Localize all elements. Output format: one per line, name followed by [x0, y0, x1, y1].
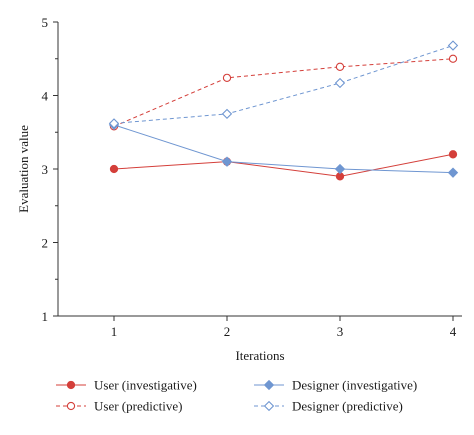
data-point: [335, 62, 345, 71]
legend-label: Designer (investigative): [292, 378, 417, 393]
data-point: [108, 118, 120, 129]
y-tick-label: 3: [42, 162, 49, 177]
x-axis-title: Iterations: [235, 348, 284, 363]
x-tick-label: 3: [337, 324, 344, 339]
series-4: [108, 40, 459, 129]
data-point: [221, 156, 233, 167]
data-point: [334, 77, 346, 89]
series-line: [113, 58, 454, 127]
legend-label: User (investigative): [94, 378, 197, 393]
y-axis-title: Evaluation value: [16, 125, 31, 213]
data-point: [447, 40, 459, 51]
legend-label: Designer (predictive): [292, 399, 403, 414]
series-line: [113, 153, 454, 177]
y-ticks: 1 2 3 4 5: [42, 15, 58, 324]
series-line: [113, 124, 454, 174]
legend-label: User (predictive): [94, 399, 182, 414]
series: [108, 40, 459, 181]
data-point: [222, 73, 232, 83]
data-point: [221, 108, 233, 120]
legend-item: Designer (investigative): [254, 378, 417, 393]
y-tick-label: 1: [42, 309, 49, 324]
data-point: [447, 167, 459, 178]
legend-item: User (investigative): [56, 378, 197, 393]
series-2: [109, 54, 458, 131]
data-point: [448, 54, 458, 63]
data-point: [109, 164, 119, 174]
legend-swatch-marker: [66, 401, 76, 411]
y-tick-label: 5: [42, 15, 49, 30]
series-line: [113, 45, 454, 124]
legend: User (investigative) User (predictive) Des…: [56, 378, 417, 414]
data-point: [448, 150, 458, 159]
x-tick-label: 1: [111, 324, 118, 339]
legend-swatch-marker: [263, 400, 275, 412]
y-tick-label: 4: [42, 89, 49, 104]
data-point: [334, 163, 346, 175]
x-ticks: 1 2 3 4: [111, 316, 457, 339]
x-tick-label: 4: [450, 324, 457, 339]
legend-swatch-marker: [66, 380, 76, 390]
y-tick-label: 2: [42, 236, 49, 251]
legend-swatch-marker: [263, 379, 275, 391]
legend-item: User (predictive): [56, 399, 182, 414]
x-tick-label: 2: [224, 324, 231, 339]
legend-item: Designer (predictive): [254, 399, 403, 414]
